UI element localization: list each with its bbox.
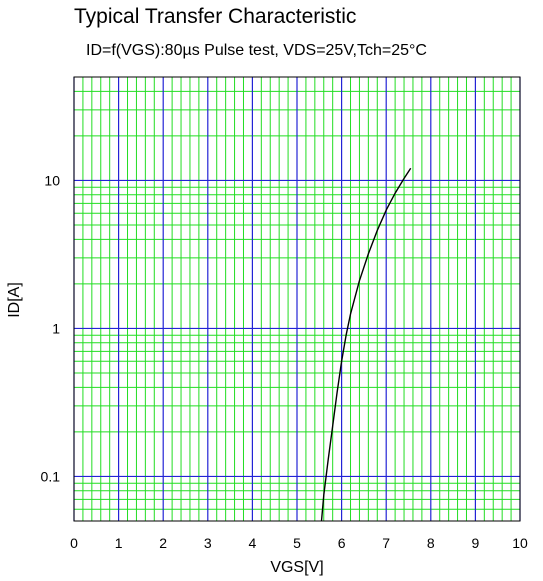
series-layer bbox=[320, 167, 412, 522]
x-axis-label: VGS[V] bbox=[270, 559, 323, 576]
x-tick-label: 8 bbox=[427, 535, 435, 551]
x-tick-labels: 0 1 2 3 4 5 6 7 8 9 10 bbox=[70, 535, 528, 551]
x-tick-label: 7 bbox=[382, 535, 390, 551]
transfer-curve bbox=[320, 167, 412, 522]
y-tick-label: 1 bbox=[52, 320, 60, 336]
y-tick-label: 0.1 bbox=[41, 468, 61, 484]
x-tick-label: 4 bbox=[249, 535, 257, 551]
x-tick-label: 6 bbox=[338, 535, 346, 551]
plot-area-frame bbox=[73, 76, 521, 522]
x-tick-label: 5 bbox=[293, 535, 301, 551]
chart-subtitle: ID=f(VGS):80µs Pulse test, VDS=25V,Tch=2… bbox=[86, 42, 427, 59]
major-gridlines bbox=[73, 77, 521, 521]
y-tick-label: 10 bbox=[44, 172, 60, 188]
x-tick-label: 0 bbox=[70, 535, 78, 551]
chart-title: Typical Transfer Characteristic bbox=[74, 5, 357, 28]
x-tick-label: 3 bbox=[204, 535, 212, 551]
x-tick-label: 1 bbox=[115, 535, 123, 551]
y-axis-label: ID[A] bbox=[6, 282, 23, 318]
y-tick-labels: 0.1 1 10 bbox=[41, 172, 61, 484]
x-tick-label: 9 bbox=[472, 535, 480, 551]
x-tick-label: 10 bbox=[512, 535, 528, 551]
x-tick-label: 2 bbox=[159, 535, 167, 551]
